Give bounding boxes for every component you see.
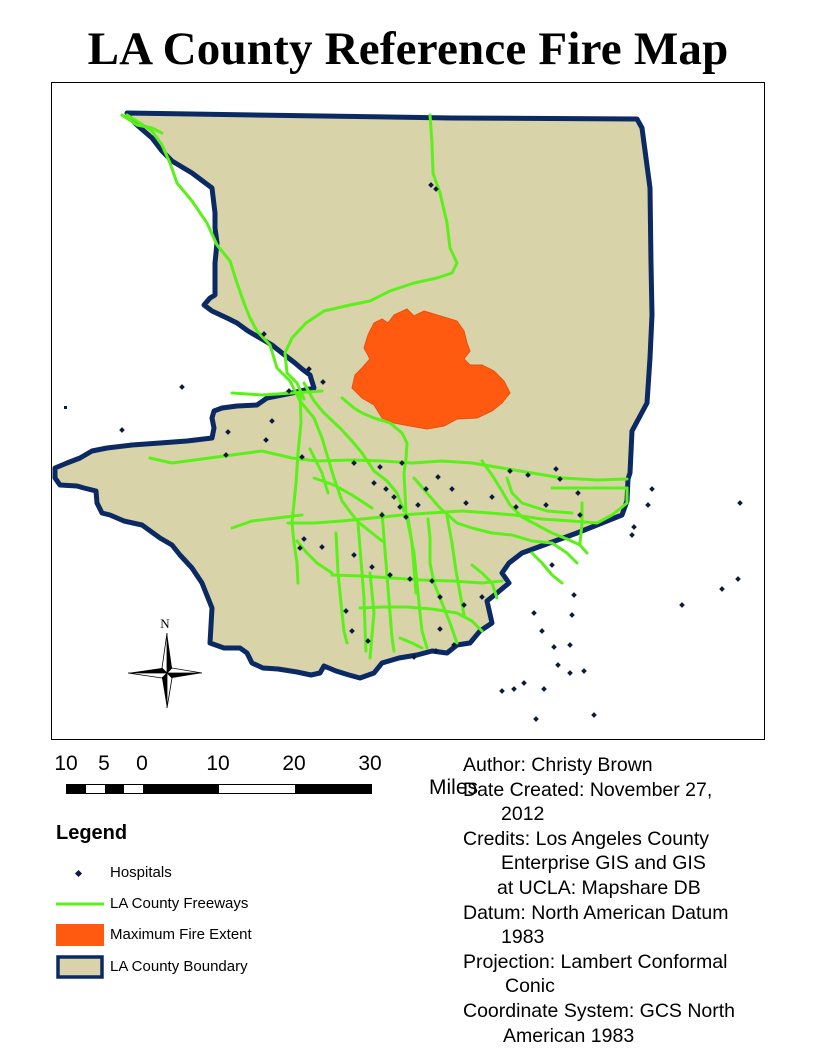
fire-extent[interactable] xyxy=(351,308,511,430)
meta-author: Author: Christy Brown xyxy=(463,754,653,776)
meta-projection: Projection: Lambert Conformal Conic xyxy=(463,950,728,998)
scale-bar: 10 5 0 10 20 30 Miles xyxy=(52,752,478,802)
meta-datum: Datum: North American Datum 1983 xyxy=(463,901,729,949)
meta-coordinate-system: Coordinate System: GCS North American 19… xyxy=(463,999,736,1047)
scale-label-20: 20 xyxy=(282,752,306,775)
legend-item-hospitals: Hospitals xyxy=(56,860,376,886)
scale-label-5: 5 xyxy=(98,752,110,775)
map-frame[interactable]: N xyxy=(51,82,765,740)
legend-label-fire: Maximum Fire Extent xyxy=(110,926,252,943)
map-canvas[interactable]: N xyxy=(52,83,766,741)
scale-label-0: 0 xyxy=(136,752,148,775)
legend-label-boundary: LA County Boundary xyxy=(110,958,248,975)
hospital-point-icon xyxy=(74,869,83,878)
north-arrow: N xyxy=(127,616,203,709)
meta-credits: Credits: Los Angeles County Enterprise G… xyxy=(463,827,710,899)
legend: Legend Hospitals LA County Freeways Maxi… xyxy=(56,822,376,992)
north-arrow-label: N xyxy=(160,616,170,631)
legend-item-boundary: LA County Boundary xyxy=(56,954,376,980)
map-title: LA County Reference Fire Map xyxy=(87,23,729,75)
scale-label-10: 10 xyxy=(206,752,230,775)
legend-item-fire: Maximum Fire Extent xyxy=(56,922,376,948)
hospitals[interactable] xyxy=(64,182,743,722)
legend-label-freeways: LA County Freeways xyxy=(110,895,249,912)
scale-bar-graphic xyxy=(66,784,372,794)
meta-date: Date Created: November 27, 2012 xyxy=(463,778,713,826)
map-metadata: Author: Christy Brown Date Created: Nove… xyxy=(463,753,808,1048)
fire-polygon-icon xyxy=(56,924,104,946)
legend-title: Legend xyxy=(56,822,128,844)
scale-label-10-west: 10 xyxy=(54,752,78,775)
freeway-line-icon xyxy=(56,902,104,906)
legend-item-freeways: LA County Freeways xyxy=(56,891,376,917)
county-boundary xyxy=(52,110,655,681)
legend-label-hospitals: Hospitals xyxy=(110,864,172,881)
scale-label-30: 30 xyxy=(358,752,382,775)
freeways xyxy=(120,113,629,660)
scale-units: Miles xyxy=(429,776,479,799)
county-polygon-icon xyxy=(56,955,104,979)
